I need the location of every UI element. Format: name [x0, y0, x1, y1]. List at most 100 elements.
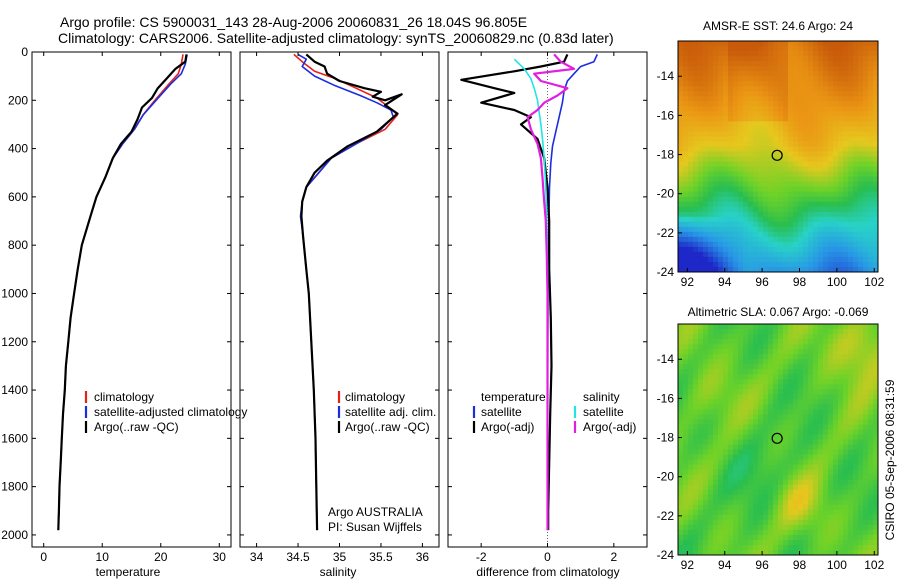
heatmap-cell [783, 86, 789, 92]
heatmap-cell [783, 46, 789, 52]
heatmap-cell [778, 251, 784, 258]
heatmap-cell [873, 196, 879, 203]
heatmap-cell [853, 404, 859, 410]
heatmap-cell [718, 126, 724, 132]
heatmap-cell [778, 434, 784, 440]
heatmap-cell [788, 256, 794, 263]
heatmap-cell [713, 454, 719, 460]
heatmap-cell [873, 161, 879, 167]
heatmap-cell [753, 419, 759, 425]
heatmap-cell [763, 479, 769, 486]
heatmap-cell [863, 256, 869, 263]
heatmap-cell [763, 101, 769, 107]
heatmap-cell [723, 91, 729, 97]
heatmap-cell [733, 251, 739, 258]
heatmap-cell [758, 424, 764, 430]
heatmap-cell [833, 111, 839, 117]
heatmap-cell [843, 221, 849, 228]
heatmap-cell [778, 86, 784, 92]
heatmap-cell [788, 534, 794, 541]
heatmap-cell [818, 166, 824, 172]
heatmap-cell [778, 91, 784, 97]
heatmap-cell [748, 414, 754, 420]
heatmap-cell [718, 136, 724, 142]
heatmap-cell [843, 389, 849, 395]
heatmap-cell [833, 449, 839, 455]
heatmap-cell [838, 86, 844, 92]
heatmap-cell [733, 186, 739, 193]
heatmap-cell [703, 359, 709, 365]
heatmap-cell [758, 241, 764, 248]
heatmap-cell [733, 499, 739, 506]
heatmap-cell [733, 339, 739, 345]
heatmap-cell [703, 81, 709, 87]
heatmap-cell [778, 206, 784, 213]
heatmap-cell [768, 399, 774, 405]
heatmap-cell [728, 111, 734, 117]
heatmap-cell [848, 151, 854, 157]
heatmap-cell [808, 266, 814, 273]
heatmap-cell [818, 334, 824, 340]
heatmap-cell [868, 429, 874, 435]
heatmap-cell [863, 454, 869, 460]
heatmap-cell [708, 484, 714, 491]
heatmap-cell [783, 369, 789, 375]
heatmap-cell [783, 484, 789, 491]
heatmap-cell [728, 246, 734, 253]
heatmap-cell [818, 364, 824, 370]
heatmap-cell [783, 196, 789, 203]
heatmap-cell [748, 369, 754, 375]
heatmap-cell [768, 136, 774, 142]
heatmap-cell [713, 384, 719, 390]
heatmap-cell [703, 86, 709, 92]
heatmap-cell [698, 514, 704, 521]
heatmap-cell [723, 151, 729, 157]
heatmap-cell [833, 256, 839, 263]
heatmap-cell [783, 201, 789, 208]
heatmap-cell [758, 384, 764, 390]
heatmap-cell [868, 339, 874, 345]
heatmap-cell [763, 46, 769, 52]
heatmap-cell [688, 156, 694, 162]
heatmap-cell [833, 81, 839, 87]
heatmap-cell [783, 544, 789, 551]
heatmap-cell [873, 349, 879, 355]
heatmap-cell [813, 354, 819, 360]
heatmap-cell [688, 534, 694, 541]
heatmap-cell [723, 146, 729, 152]
heatmap-cell [803, 201, 809, 208]
heatmap-cell [798, 519, 804, 526]
heatmap-cell [863, 111, 869, 117]
heatmap-cell [723, 379, 729, 385]
heatmap-cell [773, 106, 779, 112]
heatmap-cell [798, 221, 804, 228]
heatmap-cell [778, 246, 784, 253]
x-tick-label: 2 [610, 550, 617, 564]
heatmap-cell [743, 364, 749, 370]
heatmap-cell [678, 181, 684, 188]
heatmap-cell [763, 151, 769, 157]
heatmap-cell [833, 489, 839, 496]
heatmap-cell [698, 191, 704, 198]
heatmap-cell [703, 519, 709, 526]
heatmap-cell [803, 106, 809, 112]
heatmap-cell [683, 499, 689, 506]
heatmap-cell [788, 106, 794, 112]
heatmap-cell [723, 499, 729, 506]
heatmap-cell [818, 221, 824, 228]
heatmap-cell [818, 196, 824, 203]
heatmap-cell [683, 414, 689, 420]
heatmap-cell [748, 86, 754, 92]
heatmap-cell [838, 241, 844, 248]
heatmap-cell [798, 171, 804, 177]
heatmap-cell [818, 61, 824, 67]
heatmap-cell [738, 384, 744, 390]
heatmap-cell [708, 504, 714, 511]
heatmap-cell [748, 389, 754, 395]
heatmap-cell [863, 246, 869, 253]
heatmap-cell [868, 81, 874, 87]
heatmap-cell [823, 324, 829, 330]
heatmap-cell [873, 101, 879, 107]
heatmap-cell [768, 409, 774, 415]
heatmap-cell [753, 166, 759, 172]
